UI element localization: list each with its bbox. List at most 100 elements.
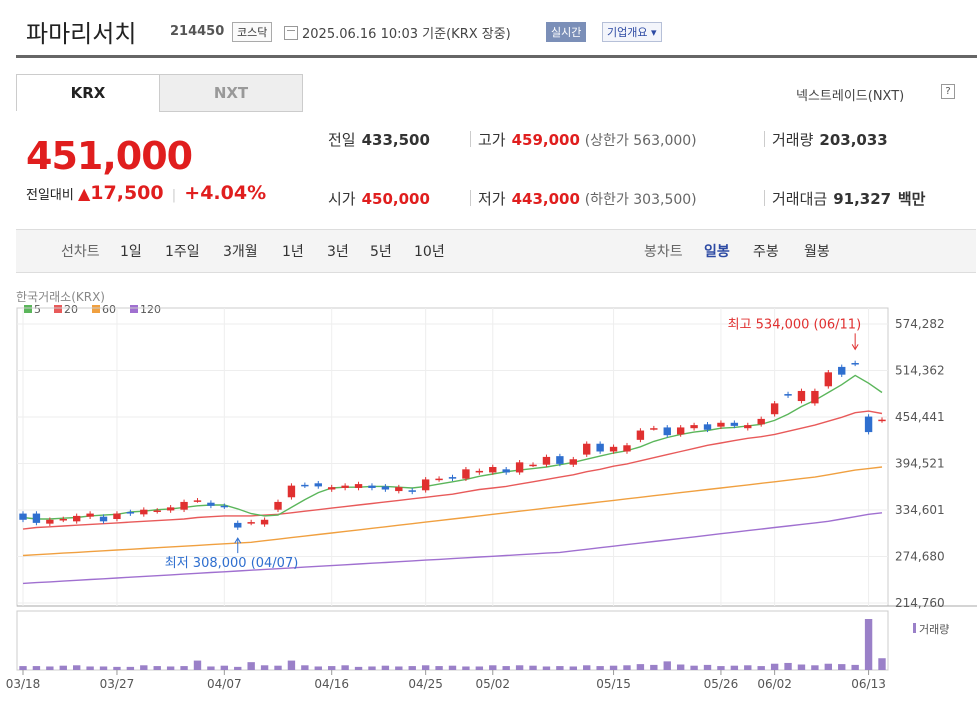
volume-bar <box>19 666 27 670</box>
volume-legend-label: 거래량 <box>919 623 949 636</box>
volume-bar <box>395 666 403 670</box>
low-price: 저가 443,000 (하한가 303,500) <box>478 188 697 209</box>
candle-body <box>636 430 645 440</box>
period-5y[interactable]: 5년 <box>370 244 392 260</box>
legend-swatch-ma120 <box>130 305 138 313</box>
volume-bar <box>287 660 296 670</box>
candle-body <box>542 456 551 465</box>
candle-body <box>838 366 846 375</box>
datetime-text: 2025.06.16 10:03 <box>302 27 419 42</box>
open-label: 시가 <box>328 190 356 208</box>
tab-nxt[interactable]: NXT <box>159 74 303 112</box>
x-tick-label: 05/26 <box>704 677 739 691</box>
candle-body <box>569 459 577 465</box>
volume-bar <box>811 665 819 670</box>
candle-body <box>864 416 873 433</box>
volume-bar <box>489 665 497 670</box>
x-tick-label: 05/15 <box>596 677 631 691</box>
volume-bar <box>59 665 67 670</box>
volume-bar <box>193 660 202 670</box>
candle-body <box>475 470 484 473</box>
candle-body <box>421 479 430 491</box>
y-tick-label: 514,362 <box>895 363 945 377</box>
realtime-button[interactable]: 실시간 <box>546 22 587 42</box>
min-annotation: 최저 308,000 (04/07) <box>165 556 299 571</box>
legend-label-ma120: 120 <box>140 303 161 316</box>
x-tick-label: 04/07 <box>207 677 242 691</box>
volume-bar <box>448 665 457 670</box>
company-overview-label: 기업개요 <box>607 26 648 39</box>
candle-body <box>354 484 363 488</box>
volume-bar <box>354 666 363 670</box>
up-arrow-icon: ▲ <box>77 184 91 203</box>
candle-body <box>770 403 779 415</box>
period-3m[interactable]: 3개월 <box>223 244 258 260</box>
volume-bar <box>583 665 591 670</box>
period-10y[interactable]: 10년 <box>414 244 445 260</box>
prev-close-label: 전일 <box>328 131 356 149</box>
candle-body <box>583 443 591 455</box>
trade-amount: 거래대금 91,327 백만 <box>772 188 925 209</box>
period-1d[interactable]: 1일 <box>120 244 142 260</box>
candle-body <box>878 419 886 422</box>
line-chart-label: 선차트 <box>61 244 100 260</box>
candle-chart-label: 봉차트 <box>644 244 683 260</box>
candle-body <box>287 485 296 498</box>
volume-bar <box>46 666 54 670</box>
company-overview-dropdown[interactable]: 기업개요 ▾ <box>602 22 662 42</box>
candle-body <box>448 477 457 479</box>
candle-body <box>690 425 698 429</box>
candle-body <box>395 487 403 492</box>
y-tick-label: 334,601 <box>895 503 945 517</box>
x-tick-label: 05/02 <box>475 677 510 691</box>
stock-header: 파마리서치 214450 코스닥 2025.06.16 10:03 기준(KRX… <box>0 0 977 56</box>
volume-bar <box>703 664 712 670</box>
candle-body <box>153 510 161 512</box>
volume-frame <box>16 610 889 671</box>
candle-body <box>19 513 27 520</box>
candle-body <box>341 485 349 488</box>
volume-bar <box>368 666 376 670</box>
volume-value: 203,033 <box>819 131 888 149</box>
volume-bar <box>676 664 685 670</box>
candle-body <box>502 469 510 473</box>
market-badge: 코스닥 <box>232 22 273 42</box>
candle-monthly[interactable]: 월봉 <box>804 244 830 260</box>
ma-line-ma120 <box>22 512 883 585</box>
candle-body <box>301 484 309 487</box>
volume-bar <box>166 666 175 670</box>
volume-bar <box>556 666 564 670</box>
candle-body <box>207 502 215 506</box>
nxt-link[interactable]: 넥스트레이드(NXT) <box>796 89 905 104</box>
x-tick-label: 03/27 <box>100 677 135 691</box>
x-tick-label: 06/02 <box>757 677 792 691</box>
tab-krx[interactable]: KRX <box>16 74 160 111</box>
volume-bar <box>475 666 484 670</box>
candle-body <box>234 522 242 528</box>
volume-bar <box>153 666 161 670</box>
candle-body <box>99 516 108 522</box>
volume-bar <box>99 666 108 670</box>
volume-bar <box>328 666 336 670</box>
legend-label-ma5: 5 <box>34 303 41 316</box>
volume-bar <box>341 665 349 670</box>
amount-value: 91,327 <box>833 190 892 208</box>
period-1w[interactable]: 1주일 <box>165 244 200 260</box>
candle-weekly[interactable]: 주봉 <box>753 244 779 260</box>
help-icon[interactable]: ? <box>941 84 955 99</box>
volume-bar <box>72 665 81 670</box>
candle-daily[interactable]: 일봉 <box>704 244 730 260</box>
legend-swatch-ma20 <box>54 305 62 313</box>
ma-line-ma20 <box>22 410 883 530</box>
period-1y[interactable]: 1년 <box>282 244 304 260</box>
candle-body <box>72 515 81 522</box>
candle-body <box>489 467 497 473</box>
volume-bar <box>126 666 135 670</box>
volume-stat: 거래량 203,033 <box>772 129 888 150</box>
volume-bar <box>421 665 430 670</box>
volume-bar <box>824 663 833 670</box>
candle-body <box>556 456 564 464</box>
candle-body <box>730 422 739 426</box>
period-3y[interactable]: 3년 <box>327 244 349 260</box>
amount-label: 거래대금 <box>772 190 828 208</box>
